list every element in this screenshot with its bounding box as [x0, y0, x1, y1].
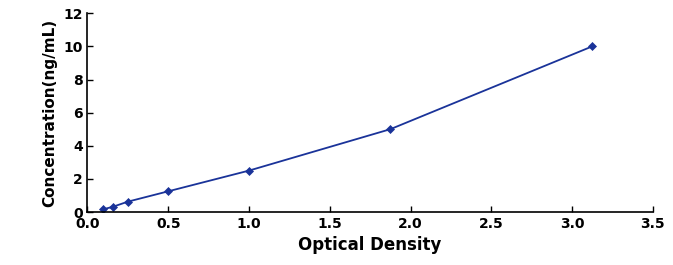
Y-axis label: Concentration(ng/mL): Concentration(ng/mL) — [42, 19, 58, 207]
X-axis label: Optical Density: Optical Density — [298, 236, 442, 254]
